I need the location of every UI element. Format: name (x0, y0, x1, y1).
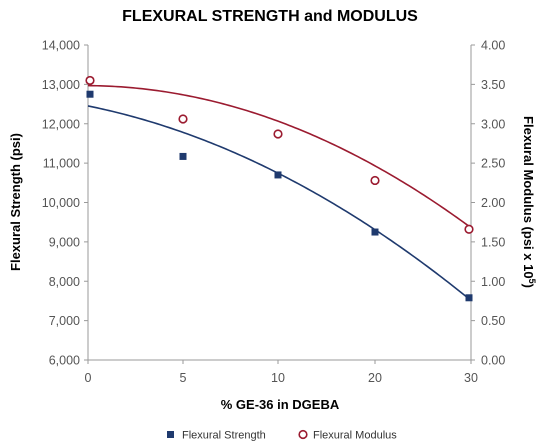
x-tick-label: 20 (368, 371, 382, 385)
left-y-tick-label: 7,000 (49, 314, 80, 328)
x-tick-label: 30 (464, 371, 478, 385)
legend-square-marker (167, 431, 174, 438)
left-y-tick-label: 6,000 (49, 354, 80, 368)
right-y-axis-label-sup: 5 (527, 279, 537, 284)
modulus-data-point (464, 224, 474, 234)
right-y-tick-label: 1.00 (481, 275, 505, 289)
data-markers (85, 75, 474, 302)
left-y-tick-label: 14,000 (42, 39, 80, 53)
modulus-data-point (370, 175, 380, 186)
legend: Flexural Strength Flexural Modulus (167, 430, 397, 442)
right-y-tick-label: 0.50 (481, 314, 505, 328)
right-y-tick-label: 2.00 (481, 196, 505, 210)
legend-circle-marker (298, 429, 308, 440)
left-y-axis-label: Flexural Strength (psi) (8, 133, 23, 271)
right-y-tick-label: 3.00 (481, 117, 505, 131)
strength-data-point (371, 228, 379, 236)
legend-label-modulus: Flexural Modulus (313, 430, 397, 442)
x-ticks: 0 5 10 20 30 (85, 360, 478, 385)
strength-data-point (86, 90, 94, 98)
left-y-tick-label: 13,000 (42, 78, 80, 92)
right-y-tick-label: 2.50 (481, 157, 505, 171)
left-y-tick-label: 10,000 (42, 196, 80, 210)
left-y-tick-label: 11,000 (43, 157, 80, 171)
left-y-tick-label: 8,000 (49, 275, 80, 289)
left-y-ticks: 14,000 13,000 12,000 11,000 10,000 9,000 8,000… (42, 39, 88, 368)
strength-data-point (274, 171, 282, 179)
right-y-axis-label-main: Flexural Modulus (psi x 10 (521, 116, 536, 279)
modulus-data-point (273, 129, 283, 139)
right-y-axis-label-end: ) (521, 284, 536, 288)
right-y-tick-label: 0.00 (481, 354, 505, 368)
right-y-ticks: 4.00 3.50 3.00 2.50 2.00 1.50 1.00 0.50 0.00 (471, 39, 505, 368)
legend-label-strength: Flexural Strength (182, 430, 266, 442)
right-y-tick-label: 4.00 (481, 39, 505, 53)
right-y-tick-label: 1.50 (481, 235, 505, 249)
chart-title: FLEXURAL STRENGTH and MODULUS (122, 8, 418, 25)
strength-data-point (465, 294, 473, 302)
trendlines (87, 84, 472, 302)
x-tick-label: 10 (271, 371, 285, 385)
right-y-tick-label: 3.50 (481, 78, 505, 92)
right-y-axis-label: Flexural Modulus (psi x 105) (521, 116, 537, 288)
modulus-data-point (178, 114, 188, 124)
x-tick-label: 0 (85, 371, 92, 385)
x-axis-label: % GE-36 in DGEBA (221, 397, 340, 412)
x-tick-label: 5 (180, 371, 187, 385)
modulus-data-point (85, 75, 95, 86)
strength-data-point (179, 152, 187, 160)
modulus-trendline (87, 84, 472, 229)
left-y-tick-label: 9,000 (49, 235, 80, 249)
left-y-tick-label: 12,000 (42, 117, 80, 131)
